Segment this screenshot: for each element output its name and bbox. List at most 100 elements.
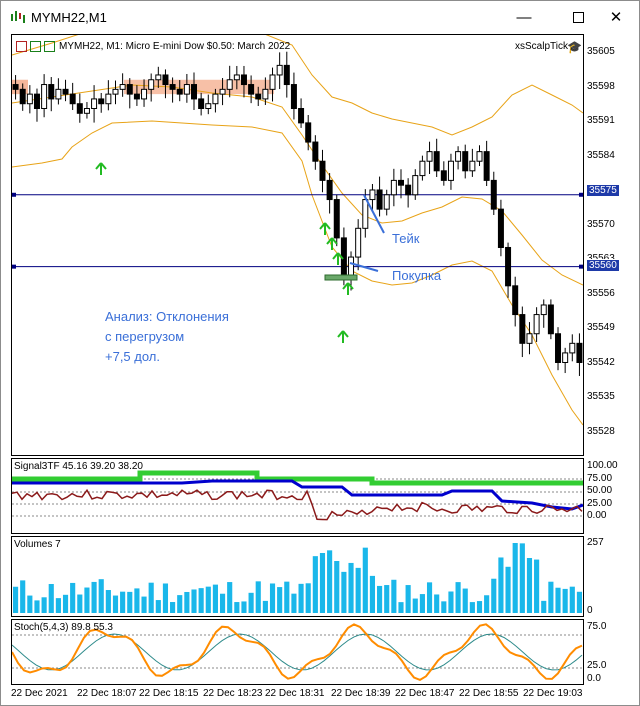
- volume-bar: [98, 579, 104, 613]
- candle-body: [362, 199, 369, 229]
- annotation-buy: Покупка: [392, 268, 442, 283]
- volume-pane[interactable]: Volumes 7: [11, 536, 584, 617]
- stochastic-pane[interactable]: Stoch(5,4,3) 89.8 55.3: [11, 619, 584, 685]
- candle-body: [98, 98, 105, 105]
- volume-bar: [434, 594, 440, 613]
- volume-bar: [348, 562, 354, 613]
- take-pointer: [363, 194, 385, 234]
- volume-bar: [212, 584, 218, 613]
- scale-label: 35528: [587, 425, 615, 437]
- buy-arrow-icon: [342, 282, 354, 295]
- scale-label: 75.00: [587, 472, 613, 484]
- time-label: 22 Dec 18:15: [139, 688, 199, 699]
- candle-body: [269, 74, 276, 90]
- candle-body: [348, 256, 355, 277]
- candle-body: [33, 93, 40, 110]
- candle-body: [376, 189, 383, 210]
- candle-body: [476, 151, 483, 162]
- volume-bar: [541, 600, 547, 613]
- volume-bar: [148, 582, 154, 613]
- volume-bar: [491, 578, 497, 613]
- candle-body: [290, 84, 297, 110]
- candle-body: [226, 79, 233, 90]
- title-bar[interactable]: MYMH22,M1 — ✕: [1, 1, 639, 33]
- candle-body: [19, 88, 26, 105]
- hline-price-label: 35575: [586, 184, 620, 197]
- volume-bar: [248, 592, 254, 613]
- analysis-line-2: с перегрузом: [105, 329, 185, 344]
- volume-bar: [462, 588, 468, 613]
- volume-bar: [305, 583, 311, 613]
- volume-bar: [277, 587, 283, 613]
- maximize-icon: [572, 11, 584, 23]
- candle-body: [519, 314, 526, 344]
- volume-bar: [412, 598, 418, 613]
- candle-body: [469, 160, 476, 172]
- candle-body: [298, 108, 305, 124]
- signal-pane[interactable]: Signal3TF 45.16 39.20 38.20: [11, 458, 584, 534]
- symbol-description: MYMH22, M1: Micro E-mini Dow $0.50: Marc…: [59, 41, 291, 52]
- volume-bar: [34, 600, 40, 613]
- minimize-icon: —: [516, 8, 532, 26]
- scale-label: 35556: [587, 287, 615, 299]
- volume-bar: [177, 595, 183, 613]
- volume-bar: [112, 595, 119, 613]
- candle-body: [497, 208, 504, 248]
- candle-body: [26, 93, 33, 105]
- candle-body: [426, 151, 433, 162]
- volume-bar: [369, 575, 376, 613]
- candle-body: [533, 314, 540, 335]
- volume-bar: [519, 543, 525, 613]
- candle-body: [126, 84, 133, 95]
- volume-bar: [405, 585, 411, 613]
- candle-body: [462, 151, 469, 172]
- price-level-marker: [579, 192, 583, 197]
- volume-bar: [334, 561, 340, 613]
- volume-bar: [84, 587, 90, 613]
- candle-body: [105, 93, 112, 105]
- candle-body: [41, 84, 48, 110]
- chart-menu-icon-2[interactable]: [30, 41, 41, 52]
- candle-body: [219, 88, 226, 95]
- candle-body: [76, 103, 83, 114]
- candle-body: [233, 74, 240, 81]
- volume-bar: [27, 595, 33, 613]
- candle-body: [48, 84, 55, 100]
- scale-label: 0.00: [587, 510, 607, 521]
- candle-body: [419, 160, 426, 177]
- hline-price-label: 35560: [586, 259, 620, 272]
- volume-bar: [262, 600, 268, 613]
- volume-bar: [184, 591, 190, 613]
- volume-bar: [534, 559, 540, 613]
- indicator-label: xsScalpTick: [515, 41, 568, 52]
- scale-label: 50.00: [587, 485, 613, 496]
- buy-arrow-icon: [319, 222, 331, 235]
- stoch-main-line: [11, 623, 583, 682]
- time-axis[interactable]: 22 Dec 2021 22 Dec 18:07 22 Dec 18:15 22 De…: [11, 685, 584, 703]
- chart-menu-icon[interactable]: [16, 41, 27, 52]
- scale-label: 25.00: [587, 497, 613, 509]
- volume-bar: [377, 585, 383, 613]
- candle-body: [133, 93, 140, 100]
- buy-arrow-icon: [337, 330, 349, 343]
- stochastic-canvas: [11, 623, 583, 682]
- maximize-button[interactable]: [555, 1, 601, 33]
- volume-bar: [398, 602, 404, 613]
- main-chart-pane[interactable]: MYMH22, M1: Micro E-mini Dow $0.50: Marc…: [11, 16, 584, 456]
- volume-bar: [48, 584, 54, 613]
- buy-arrow-icon: [332, 252, 344, 265]
- candle-body: [191, 84, 198, 100]
- volume-bar: [269, 583, 276, 613]
- close-button[interactable]: ✕: [593, 1, 639, 33]
- candle-body: [512, 285, 519, 316]
- chart-menu-icon-3[interactable]: [44, 41, 55, 52]
- volume-bar: [362, 547, 368, 613]
- volume-bar: [162, 583, 169, 613]
- minimize-button[interactable]: —: [501, 1, 547, 33]
- candle-body: [305, 122, 312, 143]
- scale-label: 35584: [587, 149, 615, 161]
- price-level-marker: [579, 264, 583, 269]
- volume-bar: [548, 581, 554, 613]
- scale-label: 35549: [587, 322, 615, 333]
